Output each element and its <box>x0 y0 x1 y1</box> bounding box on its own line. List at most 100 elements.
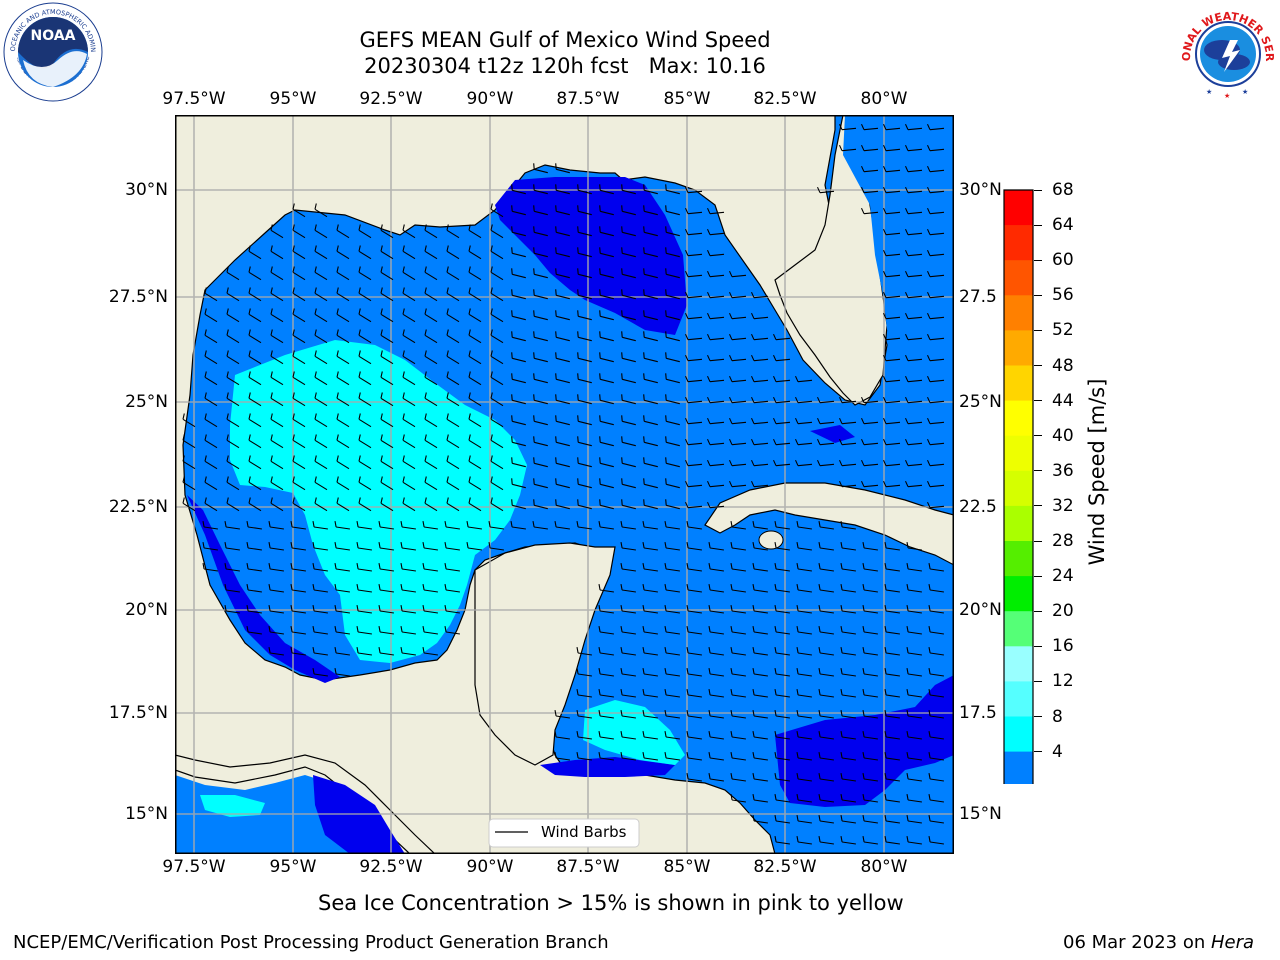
wind-barb <box>772 438 791 446</box>
wind-barb <box>468 497 482 512</box>
wind-barb <box>906 688 922 698</box>
wind-barb <box>511 310 526 321</box>
wind-barb <box>400 583 416 593</box>
wind-barb <box>490 329 504 344</box>
wind-barb <box>882 144 901 152</box>
land-central-america-shore <box>175 754 436 854</box>
wind-barb <box>838 396 857 404</box>
lat-label-right: 17.5 <box>959 703 997 723</box>
wind-barb <box>400 604 416 614</box>
wind-barb <box>862 562 878 572</box>
wind-barb <box>312 667 328 677</box>
wind-barb <box>774 520 790 530</box>
wind-barb <box>684 438 703 446</box>
wind-barb <box>270 245 284 260</box>
wind-barb <box>928 562 944 572</box>
wind-barb <box>248 476 262 491</box>
wind-barb <box>928 751 944 761</box>
wind-barb <box>928 667 944 677</box>
wind-barb <box>772 417 791 425</box>
wind-barb <box>576 751 592 761</box>
wind-barb <box>794 459 813 467</box>
wind-barb <box>577 310 592 321</box>
wind-barb <box>882 396 901 404</box>
wind-barb <box>490 497 504 512</box>
wind-barb <box>182 476 196 491</box>
wind-barb <box>884 562 900 572</box>
wind-barb <box>926 207 945 215</box>
wind-barb <box>446 224 460 239</box>
wind-barb <box>290 625 306 635</box>
wind-barb <box>862 646 878 656</box>
wind-barb <box>860 417 879 425</box>
wind-barb <box>424 329 438 344</box>
wind-barb <box>314 224 328 239</box>
colorbar-segment <box>1004 611 1033 647</box>
wind-barb <box>684 333 703 341</box>
wind-barb <box>708 772 724 782</box>
colorbar-tick-label: 68 <box>1052 180 1074 200</box>
wind-barb <box>665 499 680 510</box>
wind-barb <box>358 497 372 512</box>
wind-barb <box>402 455 416 470</box>
wind-barb <box>533 310 548 321</box>
wind-barb <box>400 625 416 635</box>
wind-barb <box>708 709 724 719</box>
wind-barb <box>402 266 416 281</box>
wind-barb <box>511 331 526 342</box>
wind-barb <box>424 392 438 407</box>
wind-barb <box>642 730 658 740</box>
wind-barb <box>643 247 658 258</box>
lon-label-bottom: 90°W <box>466 857 514 877</box>
wind-barb <box>665 289 680 300</box>
wind-barb <box>380 413 394 428</box>
wind-barb <box>818 646 834 656</box>
wind-barb <box>884 541 900 551</box>
wind-barb <box>290 604 306 614</box>
wind-barb <box>906 583 922 593</box>
wind-barb <box>665 247 680 258</box>
wind-barb <box>906 814 922 824</box>
wind-barb <box>446 350 460 365</box>
wind-barb <box>752 751 768 761</box>
wind-barb <box>926 480 945 488</box>
wind-barb <box>226 455 240 470</box>
wind-barb <box>400 520 416 530</box>
wind-barb <box>860 438 879 446</box>
wind-barb <box>314 287 328 302</box>
wind-barb <box>224 541 240 551</box>
wind-barb <box>358 329 372 344</box>
wind-barb <box>358 245 372 260</box>
wind-barb <box>378 520 394 530</box>
wind-barb <box>533 184 548 195</box>
colorbar-tick-mark <box>1034 189 1042 191</box>
wind-barb <box>708 730 724 740</box>
wind-barb <box>598 751 614 761</box>
wind-barb <box>422 583 438 593</box>
wind-barb <box>664 688 680 698</box>
wind-barb <box>884 772 900 782</box>
colorbar-segment <box>1004 470 1033 507</box>
wind-barb <box>468 308 482 323</box>
wind-barb <box>774 541 790 551</box>
wind-barb <box>730 793 746 803</box>
wind-barb <box>728 396 747 404</box>
wind-barb <box>796 646 812 656</box>
wind-barb <box>904 165 923 173</box>
wind-barb <box>621 394 636 405</box>
wind-barb <box>202 562 218 572</box>
wind-barb <box>378 583 394 593</box>
lat-label-left: 25°N <box>125 392 168 412</box>
wind-barb <box>182 434 196 449</box>
wind-barb <box>511 184 526 195</box>
wind-barb <box>577 331 592 342</box>
wind-barb <box>334 667 350 677</box>
wind-barb <box>620 604 636 614</box>
lon-label-bottom: 80°W <box>860 857 908 877</box>
wind-barb <box>860 207 879 215</box>
wind-barb <box>248 434 262 449</box>
wind-barb <box>818 793 834 803</box>
wind-barb <box>577 226 592 237</box>
wind-barb <box>336 329 350 344</box>
wind-barb <box>290 646 306 656</box>
